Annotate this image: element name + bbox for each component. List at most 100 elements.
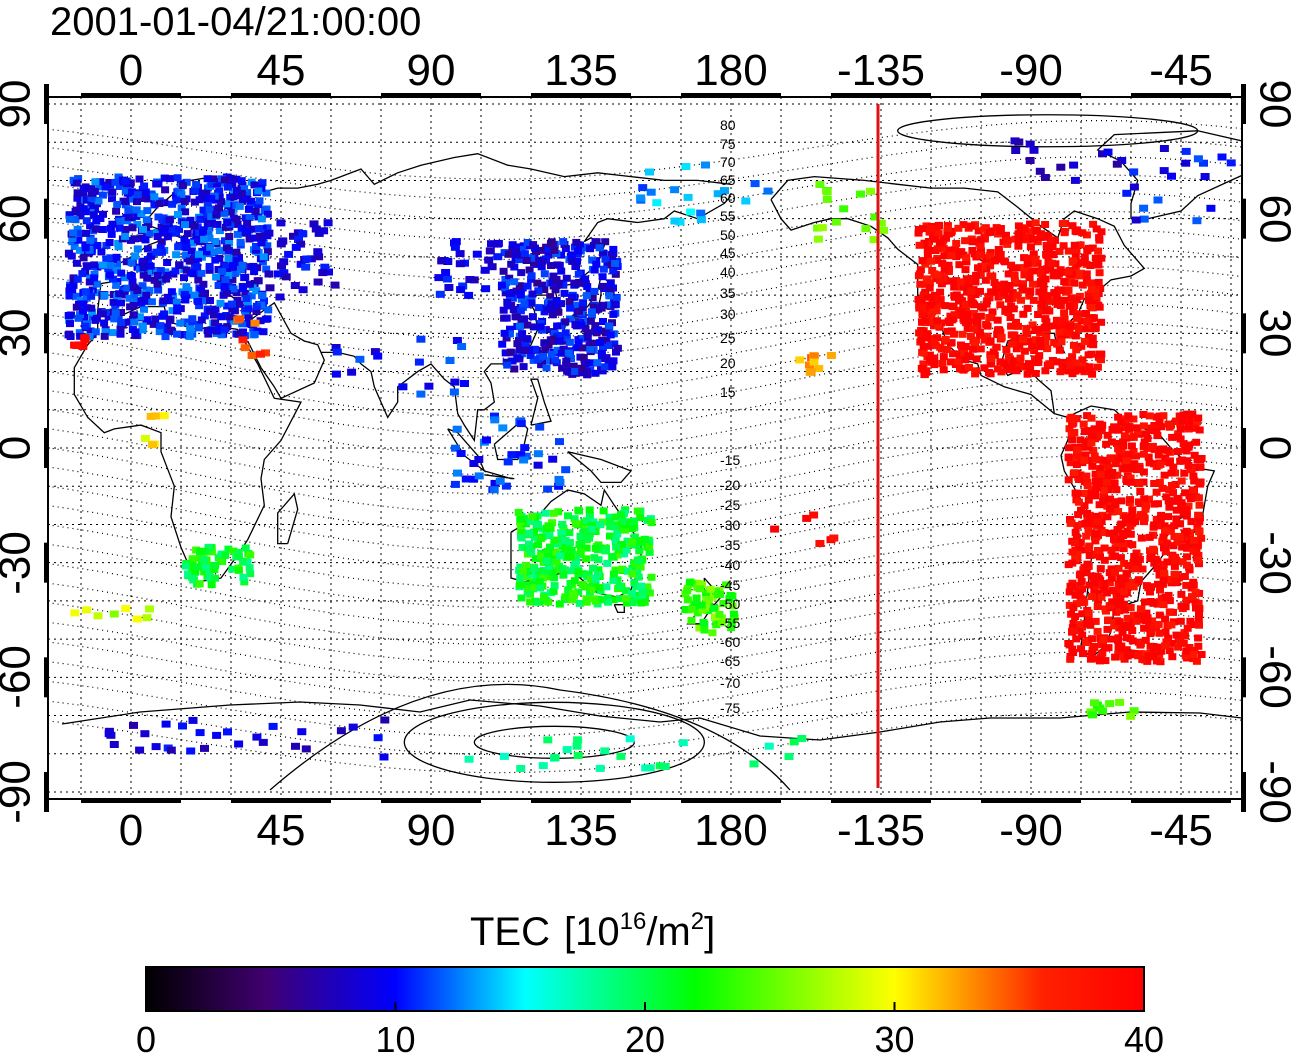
tec-cell	[172, 298, 181, 306]
tec-cell	[590, 266, 599, 274]
tec-cell	[936, 276, 944, 284]
tec-cell	[1073, 314, 1082, 322]
tec-cell	[1138, 655, 1147, 663]
tec-cell	[159, 297, 168, 305]
tec-cell	[554, 482, 564, 490]
tec-cell	[1159, 145, 1169, 152]
tec-cell	[578, 581, 587, 588]
tec-cell	[91, 328, 100, 336]
tec-cell	[1091, 477, 1100, 485]
tec-cell	[976, 287, 984, 295]
tec-cell	[1041, 275, 1050, 283]
tec-cell	[636, 514, 645, 522]
tec-cell	[1029, 250, 1038, 258]
tec-cell	[516, 451, 526, 459]
tec-cell	[217, 198, 226, 206]
tec-cell	[570, 367, 579, 375]
tec-cell	[1047, 259, 1056, 267]
tec-cell	[930, 235, 939, 243]
tec-cell	[571, 560, 580, 568]
tec-cell	[645, 548, 654, 556]
frame-tick	[44, 198, 49, 239]
tec-cell	[544, 341, 553, 349]
tec-cell	[1126, 496, 1134, 504]
tec-cell	[1188, 486, 1197, 494]
tec-cell	[869, 236, 879, 244]
tec-cell	[1098, 707, 1107, 715]
tec-cell	[1070, 301, 1079, 309]
tec-cell	[585, 530, 594, 538]
tec-cell	[81, 322, 90, 330]
tec-cell	[205, 266, 214, 274]
tec-cell	[298, 286, 308, 294]
tec-cell	[1059, 242, 1068, 250]
frame-tick	[531, 93, 631, 98]
tec-cell	[501, 289, 510, 297]
coastline	[277, 492, 299, 545]
tec-cell	[1087, 414, 1096, 422]
tec-cell	[131, 235, 139, 243]
tec-cell	[141, 236, 150, 244]
tec-cell	[612, 543, 621, 551]
frame-tick	[831, 798, 931, 803]
tec-cell	[1043, 345, 1052, 353]
tec-cell	[1094, 261, 1103, 269]
tec-cell	[544, 552, 553, 560]
tec-cell	[181, 243, 190, 251]
tec-cell	[1104, 616, 1113, 624]
tec-cell	[1007, 340, 1016, 348]
tec-cell	[1065, 367, 1073, 375]
tec-cell	[681, 606, 690, 613]
tec-cell	[75, 329, 84, 337]
tec-cell	[208, 219, 216, 227]
tec-cell	[610, 523, 619, 531]
tec-cell	[525, 266, 534, 274]
tec-cell	[207, 213, 216, 220]
tec-cell	[1158, 445, 1167, 453]
mlat-contour	[48, 397, 1242, 476]
tec-cell	[1114, 445, 1123, 453]
tec-cell	[1085, 456, 1094, 464]
tec-cell	[195, 196, 204, 204]
tec-cell	[1196, 478, 1205, 486]
tec-cell	[314, 253, 324, 261]
tec-cell	[259, 328, 268, 336]
tec-cell	[1103, 431, 1112, 439]
tec-cell	[1053, 300, 1062, 308]
tec-cell	[548, 455, 558, 463]
tec-cell	[616, 526, 624, 534]
tec-cell	[1131, 518, 1140, 526]
tec-cell	[263, 242, 272, 250]
tec-cell	[172, 229, 180, 237]
tec-cell	[1068, 645, 1077, 653]
tec-cell	[602, 583, 611, 591]
tec-cell	[197, 269, 206, 277]
tec-cell	[636, 536, 645, 544]
tec-cell	[96, 178, 105, 186]
tec-cell	[232, 289, 241, 297]
tec-cell	[538, 574, 547, 582]
tec-cell	[172, 192, 180, 200]
tec-cell	[163, 293, 172, 301]
tec-cell	[925, 356, 934, 364]
tec-cell	[577, 321, 586, 329]
tec-cell	[1170, 562, 1179, 570]
tec-cell	[1095, 269, 1104, 277]
tec-cell	[1161, 642, 1169, 650]
tec-cell	[601, 255, 610, 263]
tec-cell	[1149, 545, 1158, 553]
tec-cell	[921, 280, 930, 288]
tec-cell	[78, 343, 88, 350]
tec-cell	[544, 563, 553, 570]
tec-cell	[924, 342, 933, 350]
tec-cell	[1132, 617, 1141, 625]
tec-cell	[1118, 530, 1127, 537]
tec-cell	[586, 346, 595, 353]
tec-cell	[250, 319, 260, 327]
tec-cell	[1165, 576, 1174, 583]
tec-cell	[220, 326, 229, 334]
tec-cell	[111, 309, 120, 317]
tec-cell	[932, 226, 941, 233]
tec-cell	[513, 340, 522, 348]
tec-cell	[565, 539, 574, 546]
